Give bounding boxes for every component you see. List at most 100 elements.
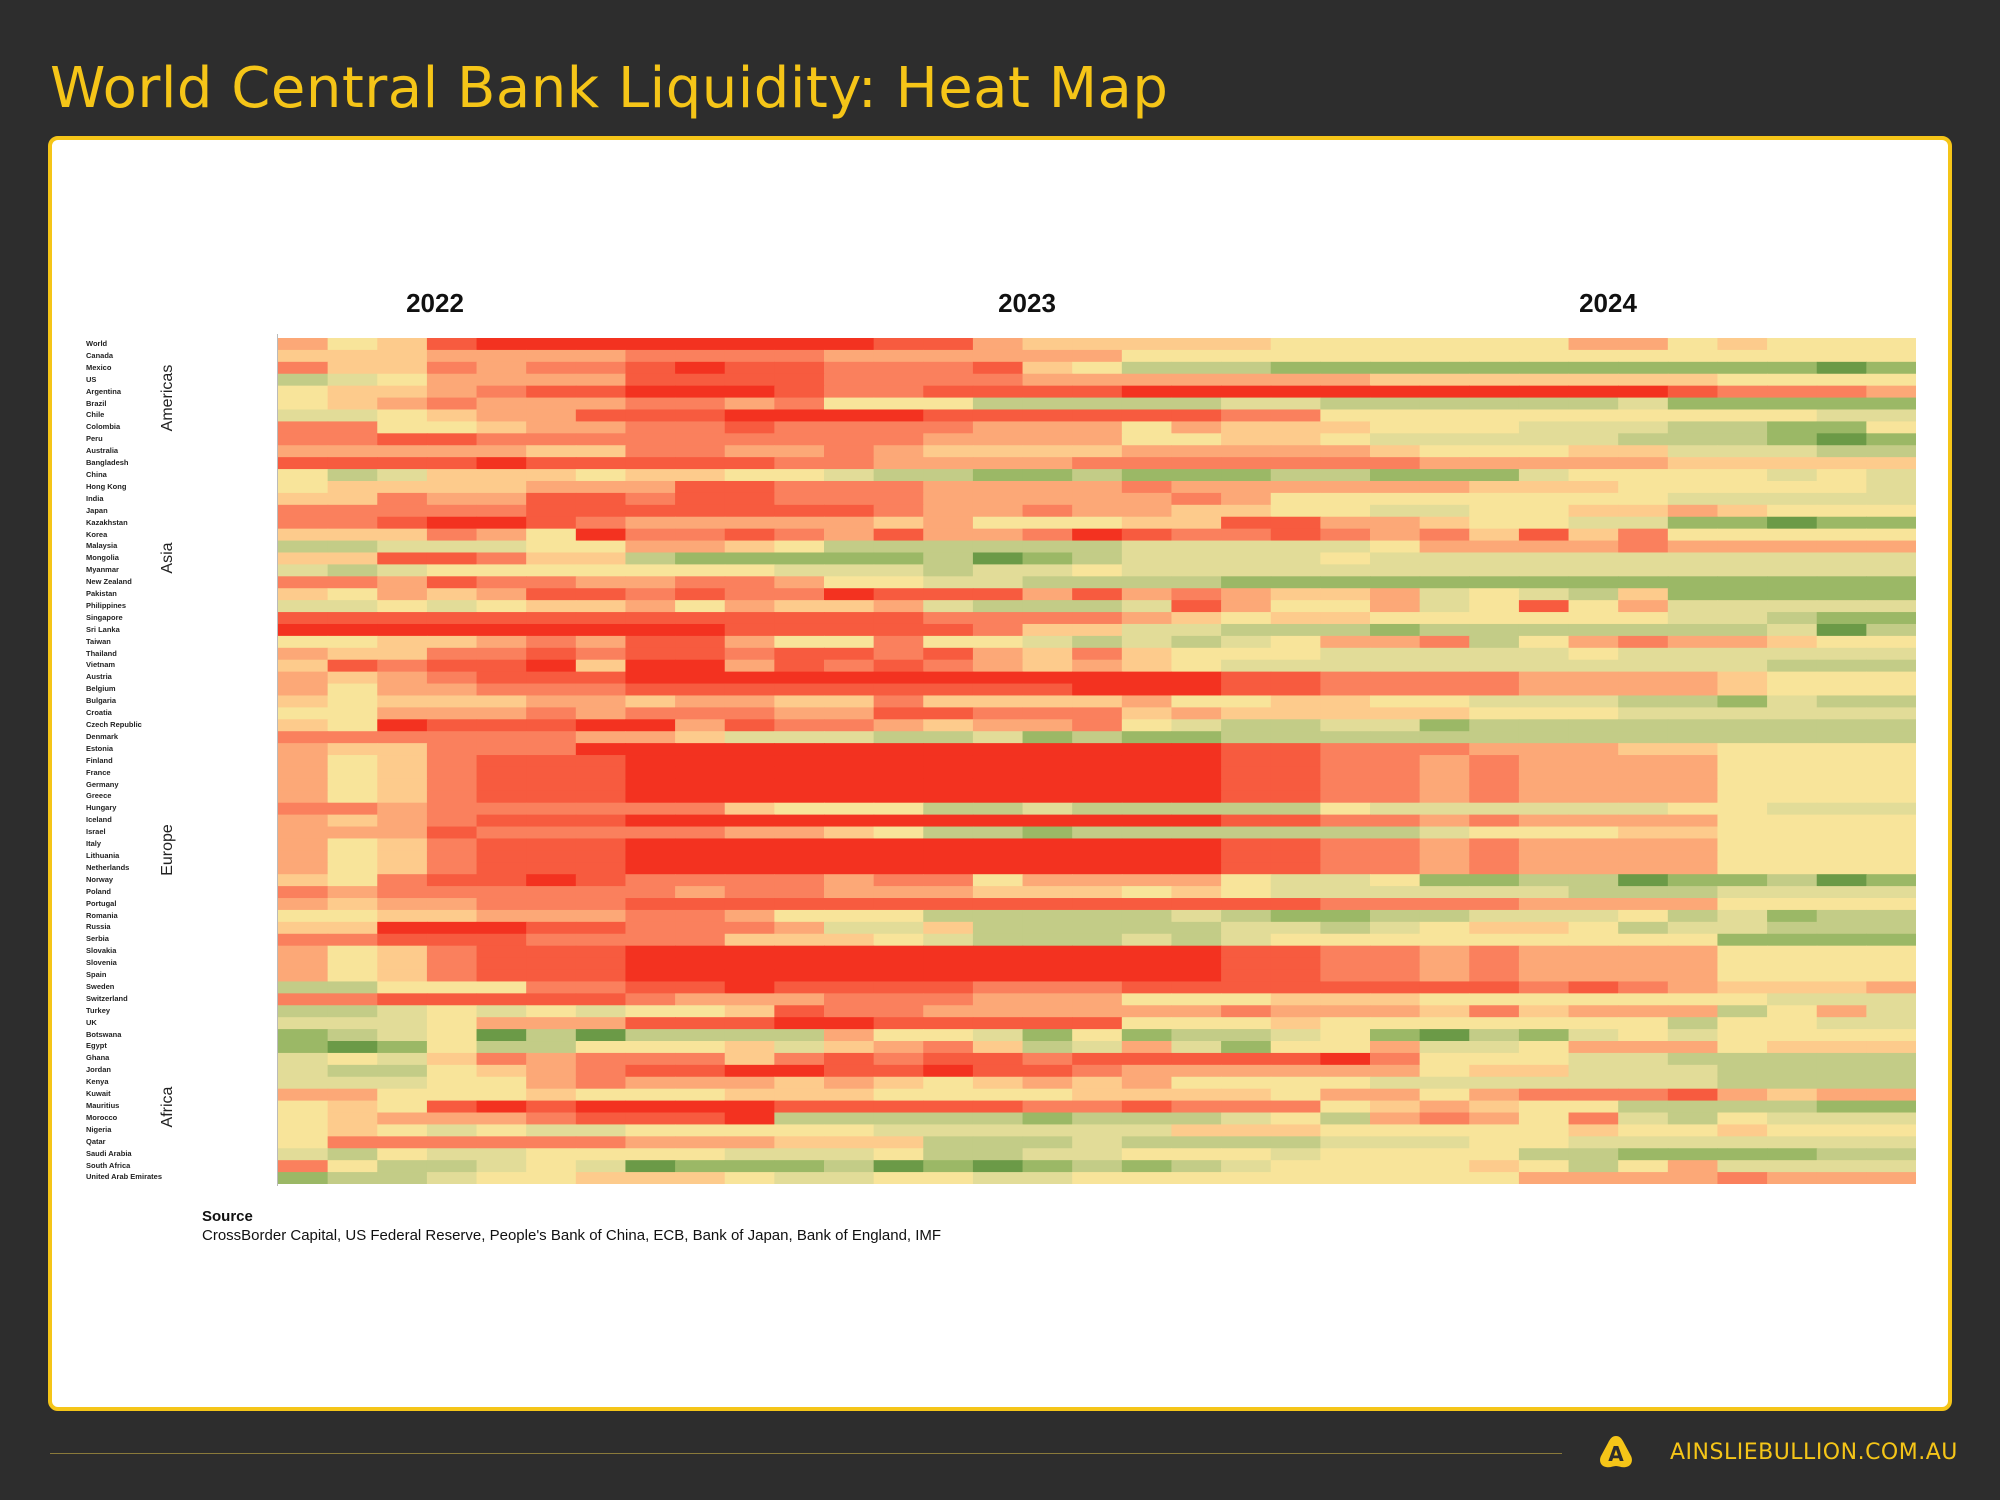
heatmap-cell bbox=[1419, 504, 1470, 518]
heatmap-cell bbox=[923, 1088, 974, 1102]
country-label: New Zealand bbox=[86, 577, 132, 587]
heatmap-cell bbox=[1121, 492, 1173, 506]
heatmap-cell bbox=[1866, 1124, 1916, 1137]
heatmap-cell bbox=[1816, 850, 1867, 863]
heatmap-cell bbox=[476, 1148, 527, 1161]
heatmap-cell bbox=[625, 600, 676, 613]
heatmap-cell bbox=[1072, 373, 1123, 387]
heatmap-cell bbox=[1469, 588, 1520, 601]
heatmap-cell bbox=[377, 457, 428, 470]
heatmap-cell bbox=[724, 528, 775, 542]
heatmap-cell bbox=[625, 909, 676, 923]
heatmap-cell bbox=[1518, 766, 1570, 780]
heatmap-cell bbox=[1618, 909, 1669, 923]
heatmap-cell bbox=[1518, 671, 1570, 685]
heatmap-cell bbox=[1022, 957, 1073, 971]
heatmap-cell bbox=[972, 993, 1024, 1006]
heatmap-cell bbox=[625, 933, 676, 947]
heatmap-cell bbox=[1767, 695, 1818, 708]
heatmap-cell bbox=[724, 349, 775, 363]
heatmap-cell bbox=[1121, 790, 1173, 804]
heatmap-cell bbox=[923, 659, 974, 673]
heatmap-cell bbox=[1370, 528, 1421, 542]
heatmap-cell bbox=[377, 719, 428, 732]
heatmap-cell bbox=[1469, 707, 1520, 720]
heatmap-cell bbox=[476, 1136, 527, 1149]
heatmap-cell bbox=[1022, 1052, 1073, 1066]
heatmap-cell bbox=[824, 540, 875, 554]
heatmap-cell bbox=[526, 1005, 577, 1018]
heatmap-cell bbox=[675, 790, 726, 804]
heatmap-cell bbox=[1072, 933, 1123, 947]
year-label: 2022 bbox=[406, 288, 464, 318]
heatmap-cell bbox=[1767, 1017, 1818, 1030]
heatmap-cell bbox=[1767, 1124, 1818, 1137]
heatmap-cell bbox=[1866, 516, 1916, 530]
heatmap-cell bbox=[1816, 969, 1867, 983]
heatmap-cell bbox=[526, 588, 577, 601]
heatmap-cell bbox=[675, 731, 726, 744]
heatmap-cell bbox=[1370, 588, 1421, 601]
heatmap-cell bbox=[1568, 969, 1619, 983]
heatmap-cell bbox=[1022, 826, 1073, 840]
heatmap-cell bbox=[1022, 576, 1073, 589]
heatmap-cell bbox=[873, 385, 924, 399]
heatmap-cell bbox=[1816, 802, 1867, 816]
heatmap-cell bbox=[675, 695, 726, 708]
heatmap-cell bbox=[1121, 1041, 1173, 1054]
heatmap-cell bbox=[972, 1148, 1024, 1161]
heatmap-cell bbox=[1667, 612, 1719, 625]
heatmap-cell bbox=[575, 469, 627, 482]
heatmap-cell bbox=[1667, 623, 1719, 637]
heatmap-cell bbox=[1866, 600, 1916, 613]
heatmap-cell bbox=[1370, 743, 1421, 756]
heatmap-cell bbox=[1121, 612, 1173, 625]
heatmap-cell bbox=[1469, 778, 1520, 792]
heatmap-cell bbox=[873, 516, 924, 530]
heatmap-cell bbox=[1171, 1005, 1222, 1018]
heatmap-cell bbox=[625, 349, 676, 363]
website-link[interactable]: AINSLIEBULLION.COM.AU bbox=[1670, 1440, 1958, 1465]
heatmap-cell bbox=[1568, 945, 1619, 959]
heatmap-cell bbox=[724, 516, 775, 530]
heatmap-cell bbox=[972, 826, 1024, 840]
heatmap-cell bbox=[327, 874, 378, 887]
heatmap-cell bbox=[724, 1017, 775, 1030]
heatmap-cell bbox=[1667, 814, 1719, 828]
heatmap-cell bbox=[1469, 945, 1520, 959]
heatmap-cell bbox=[923, 373, 974, 387]
heatmap-cell bbox=[1518, 743, 1570, 756]
heatmap-cell bbox=[625, 504, 676, 518]
heatmap-cell bbox=[923, 1172, 974, 1184]
heatmap-cell bbox=[426, 981, 478, 994]
heatmap-cell bbox=[377, 671, 428, 685]
heatmap-cell bbox=[526, 957, 577, 971]
heatmap-cell bbox=[1072, 886, 1123, 899]
heatmap-cell bbox=[1717, 874, 1768, 887]
heatmap-cell bbox=[1072, 1076, 1123, 1090]
heatmap-cell bbox=[1568, 349, 1619, 363]
country-label: India bbox=[86, 493, 104, 503]
heatmap-cell bbox=[625, 695, 676, 708]
heatmap-cell bbox=[526, 623, 577, 637]
heatmap-cell bbox=[1866, 361, 1916, 375]
heatmap-cell bbox=[1270, 421, 1321, 434]
heatmap-cell bbox=[923, 957, 974, 971]
heatmap-cell bbox=[923, 862, 974, 875]
heatmap-cell bbox=[873, 623, 924, 637]
heatmap-cell bbox=[1270, 1052, 1321, 1066]
heatmap-cell bbox=[1072, 719, 1123, 732]
heatmap-cell bbox=[476, 695, 527, 708]
heatmap-cell bbox=[1320, 504, 1371, 518]
heatmap-cell bbox=[1270, 552, 1321, 565]
heatmap-cell bbox=[1121, 933, 1173, 947]
heatmap-cell bbox=[426, 540, 478, 554]
heatmap-cell bbox=[1767, 338, 1818, 351]
heatmap-cell bbox=[1171, 695, 1222, 708]
heatmap-cell bbox=[575, 1017, 627, 1030]
heatmap-cell bbox=[278, 671, 329, 685]
heatmap-cell bbox=[1667, 1017, 1719, 1030]
heatmap-cell bbox=[1221, 385, 1272, 399]
heatmap-cell bbox=[1518, 433, 1570, 446]
heatmap-cell bbox=[526, 826, 577, 840]
